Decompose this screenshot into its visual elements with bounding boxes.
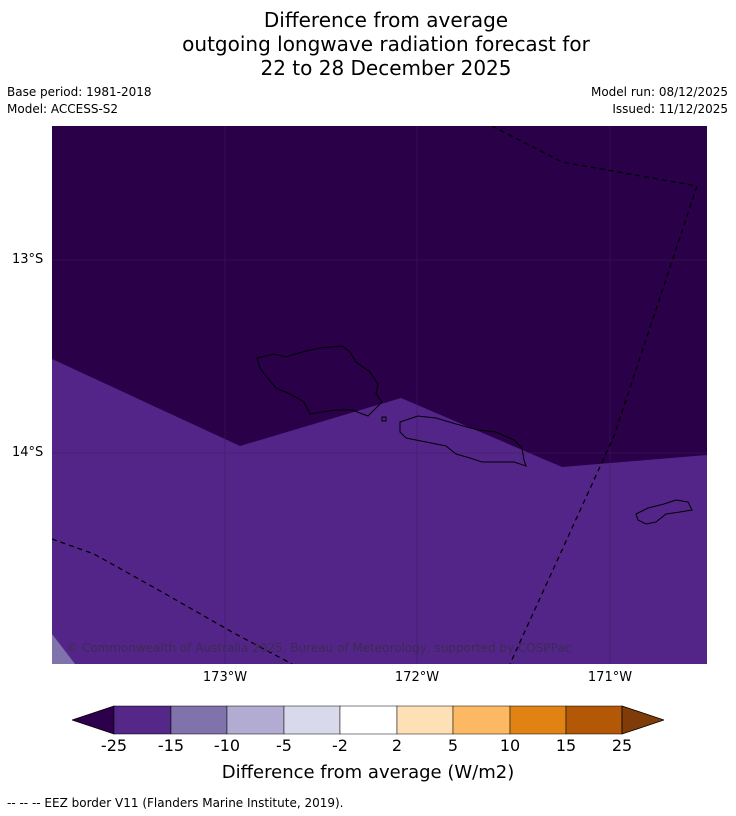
colorbar-extend-high — [621, 705, 664, 735]
colorbar-tick: -25 — [100, 736, 128, 755]
eez-border — [52, 126, 698, 664]
colorbar-segment-2 — [170, 705, 228, 735]
colorbar — [72, 705, 664, 735]
lon-label-173w: 173°W — [202, 670, 248, 685]
eez-footnote: -- -- -- EEZ border V11 (Flanders Marine… — [7, 796, 344, 810]
issued-date: Issued: 11/12/2025 — [612, 102, 728, 116]
colorbar-extend-low — [72, 705, 115, 735]
title-line-1: Difference from average — [263, 8, 509, 32]
colorbar-tick: -15 — [157, 736, 185, 755]
island-manono — [381, 416, 387, 422]
lon-label-171w: 171°W — [587, 670, 633, 685]
graticule — [52, 126, 707, 664]
colorbar-tick: 15 — [555, 736, 577, 755]
map-panel — [52, 126, 707, 664]
colorbar-segment-8 — [509, 705, 567, 735]
colorbar-tick: -2 — [332, 736, 348, 755]
colorbar-segment-7 — [452, 705, 511, 735]
colorbar-tick: 5 — [447, 736, 459, 755]
island-tutuila — [635, 499, 693, 525]
colorbar-tick: 25 — [611, 736, 633, 755]
region-minus25-to-minus15 — [52, 359, 707, 664]
colorbar-title: Difference from average (W/m2) — [221, 762, 515, 783]
island-savaii — [256, 345, 383, 417]
meta-left: Base period: 1981-2018 Model: ACCESS-S2 — [7, 84, 152, 118]
colorbar-tick: 10 — [499, 736, 521, 755]
chart-title: Difference from average outgoing longwav… — [0, 8, 736, 80]
region-minus15-to-minus10 — [52, 634, 75, 664]
title-line-2: outgoing longwave radiation forecast for — [182, 32, 590, 56]
title-line-3: 22 to 28 December 2025 — [260, 56, 512, 80]
lat-label-14s: 14°S — [12, 445, 44, 460]
colorbar-segment-1 — [113, 705, 172, 735]
colorbar-segment-3 — [226, 705, 285, 735]
colorbar-segment-5 — [339, 705, 398, 735]
colorbar-segment-9 — [565, 705, 623, 735]
colorbar-tick: -10 — [213, 736, 241, 755]
lat-label-13s: 13°S — [12, 252, 44, 267]
model-run: Model run: 08/12/2025 — [590, 85, 728, 99]
colorbar-segment-4 — [283, 705, 341, 735]
copyright-text: © Commonwealth of Australia 2025, Bureau… — [66, 641, 572, 655]
meta-right: Model run: 08/12/2025 Issued: 11/12/2025 — [591, 84, 728, 118]
colorbar-segment-6 — [396, 705, 454, 735]
model-name: Model: ACCESS-S2 — [7, 102, 119, 116]
colorbar-tick: 2 — [391, 736, 403, 755]
base-period: Base period: 1981-2018 — [7, 85, 152, 99]
island-upolu — [399, 415, 527, 467]
colorbar-tick: -5 — [276, 736, 292, 755]
lon-label-172w: 172°W — [394, 670, 440, 685]
